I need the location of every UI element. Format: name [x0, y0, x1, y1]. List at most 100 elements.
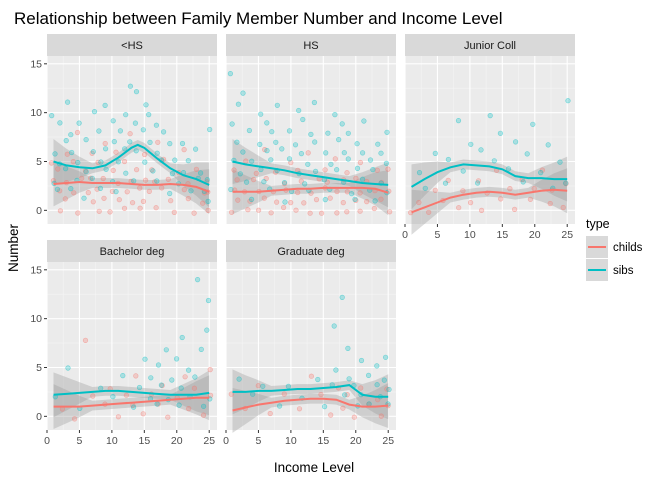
- childs-point: [255, 383, 261, 389]
- sibs-point: [120, 373, 126, 379]
- childs-point: [344, 209, 350, 215]
- sibs-point: [198, 170, 204, 176]
- sibs-point: [195, 277, 201, 283]
- sibs-point: [468, 141, 474, 147]
- sibs-point: [90, 149, 96, 155]
- childs-point: [231, 167, 237, 173]
- childs-point: [426, 209, 432, 215]
- sibs-point: [75, 160, 81, 166]
- x-tick-label: 0: [223, 435, 229, 447]
- sibs-point: [375, 141, 381, 147]
- sibs-point: [142, 356, 148, 362]
- x-tick-label: 5: [435, 229, 441, 241]
- legend-item-childs: childs: [586, 236, 643, 258]
- sibs-point: [455, 117, 462, 124]
- sibs-point: [115, 159, 121, 165]
- childs-point: [305, 150, 311, 156]
- sibs-point: [264, 148, 270, 154]
- sibs-point: [557, 159, 563, 165]
- childs-point: [90, 199, 96, 205]
- childs-point: [165, 414, 171, 420]
- sibs-point: [65, 365, 71, 371]
- sibs-point: [204, 177, 210, 183]
- childs-point: [143, 177, 149, 183]
- sibs-point: [143, 102, 149, 108]
- childs-point: [57, 208, 64, 214]
- childs-point: [186, 406, 192, 412]
- childs-point: [293, 207, 299, 213]
- sibs-smooth-line: [232, 384, 389, 398]
- sibs-point: [358, 357, 365, 364]
- sibs-point: [83, 169, 89, 175]
- childs-point: [205, 207, 211, 213]
- sibs-point: [442, 180, 449, 186]
- sibs-point: [323, 150, 329, 156]
- y-tick-label: 15: [30, 58, 42, 70]
- sibs-point: [155, 362, 162, 368]
- childs-point: [334, 188, 340, 195]
- childs-point: [385, 166, 391, 172]
- childs-point: [146, 188, 152, 194]
- x-tick-label: 0: [44, 435, 50, 447]
- sibs-point: [308, 131, 314, 137]
- y-tick-label: 0: [36, 205, 42, 217]
- sibs-point: [236, 376, 242, 382]
- childs-point: [547, 200, 553, 207]
- childs-point: [251, 177, 257, 183]
- sibs-point: [153, 122, 159, 128]
- sibs-point: [354, 165, 361, 171]
- sibs-point: [383, 354, 389, 360]
- sibs-point: [352, 196, 358, 202]
- sibs-point: [378, 150, 384, 156]
- sibs-point: [315, 376, 321, 383]
- childs-point: [228, 391, 234, 397]
- sibs-point: [147, 139, 153, 145]
- childs-point: [71, 190, 77, 196]
- childs-point: [234, 177, 240, 183]
- panel-background: [226, 56, 396, 224]
- sibs-point: [374, 363, 380, 369]
- sibs-point: [354, 141, 360, 147]
- sibs-point: [384, 129, 390, 135]
- sibs-point: [234, 139, 240, 145]
- sibs-point: [261, 179, 267, 185]
- childs-point: [90, 393, 96, 399]
- facet-strip: [47, 240, 217, 262]
- sibs-point: [249, 158, 255, 164]
- childs-point: [193, 166, 199, 172]
- childs-point: [328, 412, 334, 418]
- childs-point: [155, 139, 161, 145]
- legend-item-sibs: sibs: [586, 259, 634, 281]
- sibs-confidence-band: [411, 156, 568, 210]
- sibs-point: [127, 139, 133, 145]
- sibs-point: [110, 394, 116, 400]
- sibs-point: [167, 190, 173, 197]
- sibs-point: [460, 168, 466, 174]
- sibs-point: [497, 130, 504, 136]
- sibs-point: [49, 112, 55, 119]
- sibs-point: [102, 146, 109, 152]
- sibs-point: [264, 120, 270, 126]
- sibs-point: [76, 120, 82, 126]
- sibs-point: [57, 120, 63, 126]
- sibs-point: [179, 334, 185, 341]
- sibs-point: [102, 102, 108, 108]
- sibs-point: [422, 185, 428, 191]
- sibs-point: [186, 367, 192, 373]
- childs-point: [115, 414, 121, 420]
- sibs-point: [386, 386, 392, 393]
- sibs-point: [89, 175, 95, 181]
- facet-panel: Bachelor deg 0 5 10 15 0 5 10 15 20 25: [30, 240, 217, 447]
- sibs-point: [246, 127, 252, 134]
- childs-point: [351, 414, 357, 420]
- childs-point: [268, 210, 274, 216]
- childs-point: [387, 209, 393, 215]
- sibs-point: [52, 151, 58, 157]
- childs-point: [527, 196, 534, 202]
- childs-point: [334, 210, 340, 216]
- childs-point: [295, 189, 301, 196]
- childs-point: [181, 147, 187, 153]
- sibs-point: [154, 178, 160, 184]
- sibs-point: [127, 83, 133, 89]
